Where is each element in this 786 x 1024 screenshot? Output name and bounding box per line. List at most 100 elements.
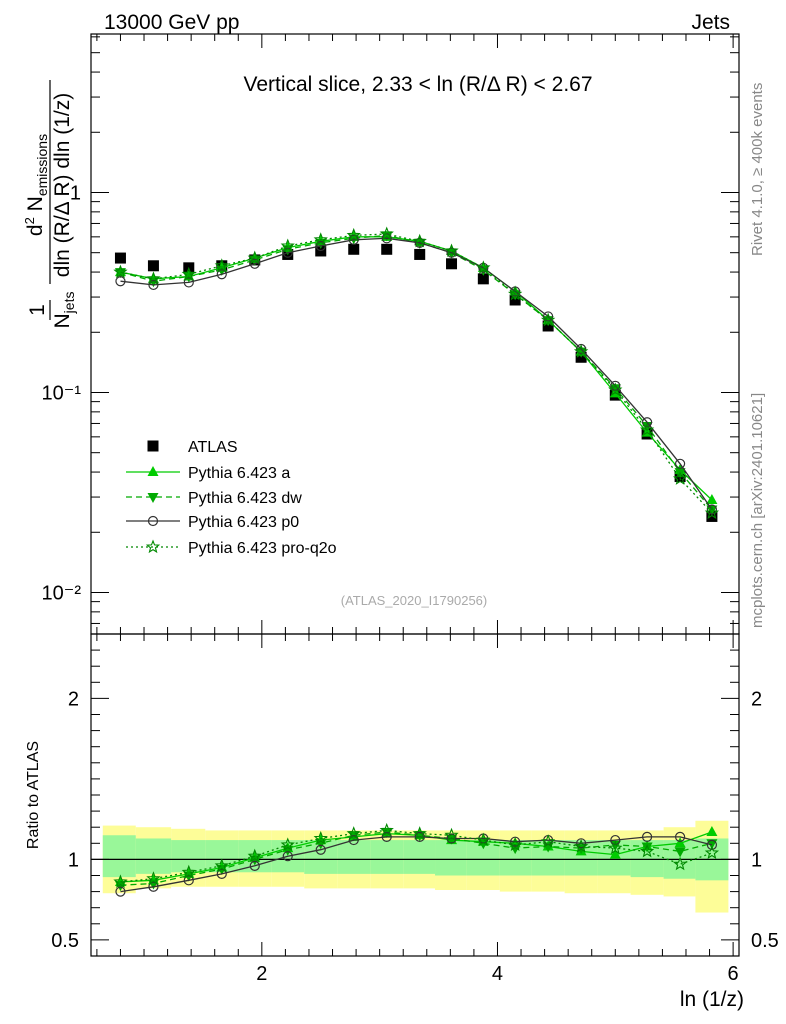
ratio-point-proq2o: [444, 827, 459, 842]
ratio-point-proq2o: [280, 837, 295, 851]
point-proq2o: [672, 471, 688, 485]
band-green-bin: [135, 838, 172, 874]
svg-text:dln (R/Δ R) dln (1/z): dln (R/Δ R) dln (1/z): [51, 93, 74, 277]
ratio-point-proq2o: [573, 839, 589, 853]
ratio-point-proq2o: [672, 856, 688, 871]
point-p0: [115, 276, 126, 287]
watermark: (ATLAS_2020_I1790256): [341, 593, 487, 608]
ratio-point-p0: [148, 881, 159, 892]
legend-label: Pythia 6.423 dw: [188, 490, 302, 507]
point-proq2o: [214, 258, 229, 272]
point-p0: [381, 233, 392, 244]
ratio-point-a: [706, 826, 718, 837]
point-p0: [148, 279, 159, 291]
ratio-point-p0: [183, 875, 194, 886]
ratio-point-proq2o: [608, 840, 623, 855]
x-axis-label: ln (1/z): [680, 988, 744, 1011]
ratio-point-p0: [706, 839, 718, 851]
legend-item-a: Pythia 6.423 a: [126, 465, 290, 482]
point-proq2o: [146, 271, 161, 285]
point-proq2o: [412, 233, 427, 248]
main-y-tick-label: 10⁻²: [42, 582, 82, 604]
legend-label: ATLAS: [188, 439, 238, 456]
process-label: Jets: [691, 11, 730, 34]
ratio-x-tick-label: 4: [492, 963, 503, 985]
svg-text:1: 1: [26, 304, 49, 316]
point-p0: [674, 458, 686, 469]
ratio-point-p0: [446, 833, 457, 844]
ratio-point-p0: [315, 844, 326, 855]
main-y-tick-label: 1: [70, 182, 81, 204]
ratio-point-dw: [674, 847, 686, 858]
point-proq2o: [608, 382, 623, 396]
series-a: [114, 230, 718, 504]
ratio-y-label: Ratio to ATLAS: [25, 741, 42, 849]
point-p0: [446, 247, 457, 258]
ratio-point-p0: [216, 868, 227, 879]
ratio-point-p0: [642, 831, 653, 842]
point-a: [706, 493, 718, 504]
ratio-point-proq2o: [412, 826, 427, 840]
point-proq2o: [508, 286, 523, 301]
ratio-point-p0: [381, 831, 392, 842]
point-proq2o: [247, 250, 262, 265]
ratio-point-p0: [674, 831, 686, 842]
collision-label: 13000 GeV pp: [104, 11, 239, 34]
band-green-bin: [337, 840, 371, 874]
ratio-point-proq2o: [540, 834, 556, 848]
legend-item-data: ATLAS: [147, 439, 238, 456]
point-data: [446, 258, 458, 270]
legend-item-p0: Pythia 6.423 p0: [126, 514, 299, 531]
point-proq2o: [573, 344, 589, 358]
ratio-point-p0: [414, 831, 425, 842]
point-data: [147, 260, 159, 272]
ratio-point-p0: [348, 834, 359, 846]
point-proq2o: [379, 226, 394, 241]
ratio-y-tick-label: 1: [68, 849, 79, 871]
legend-label: Pythia 6.423 a: [188, 465, 290, 482]
ratio-panel: 2 4 6 0.5 0.5 1 1 2 2 Ratio to ATLAS ln (1/z): [25, 633, 779, 1011]
ratio-point-proq2o: [508, 837, 523, 851]
ratio-x-tick-label: 6: [728, 963, 739, 985]
main-title: Vertical slice, 2.33 < ln (R/Δ R) < 2.67: [243, 73, 592, 96]
ratio-frame: [90, 633, 740, 957]
legend-marker: [147, 440, 159, 452]
ratio-point-p0: [510, 836, 521, 847]
point-p0: [348, 234, 359, 245]
point-p0: [642, 417, 653, 428]
line-p0: [120, 237, 713, 510]
main-y-tick-label: 10⁻¹: [42, 382, 82, 404]
legend-label: Pythia 6.423 p0: [188, 514, 299, 531]
point-p0: [216, 269, 227, 280]
point-proq2o: [704, 505, 720, 519]
band-green-bin: [435, 840, 467, 876]
main-panel: 1 10⁻¹ 10⁻² Vertical slice, 2.33 < ln (R/Δ…: [22, 33, 740, 635]
ratio-point-proq2o: [313, 830, 328, 845]
ratio-point-p0: [282, 851, 293, 862]
ratio-point-proq2o: [476, 832, 491, 847]
point-p0: [249, 258, 260, 269]
ratio-x-tick-label: 2: [256, 963, 267, 985]
legend-marker: [145, 539, 161, 554]
point-data: [477, 273, 489, 285]
ratio-y-tick-label-right: 2: [751, 688, 762, 710]
ratio-point-proq2o: [639, 843, 655, 858]
main-y-label: 1 Njets d2 Nemissions dln (R/Δ R) dln (1…: [22, 80, 77, 328]
point-p0: [315, 240, 326, 252]
point-proq2o: [313, 232, 328, 246]
ratio-y-tick-label: 2: [68, 688, 79, 710]
legend-item-proq2o: Pythia 6.423 pro-q2o: [126, 539, 337, 557]
ratio-point-a: [609, 848, 621, 859]
point-proq2o: [181, 266, 196, 281]
line-proq2o: [120, 233, 713, 514]
legend-label: Pythia 6.423 pro-q2o: [188, 540, 337, 557]
ratio-point-p0: [576, 838, 587, 849]
point-p0: [543, 311, 554, 322]
ratio-point-p0: [249, 860, 260, 871]
point-data: [348, 243, 360, 255]
ratio-point-proq2o: [146, 871, 161, 885]
ratio-point-proq2o: [346, 826, 361, 840]
legend-marker: [147, 466, 159, 476]
point-proq2o: [346, 227, 361, 242]
ratio-y-tick-label: 0.5: [51, 930, 79, 952]
